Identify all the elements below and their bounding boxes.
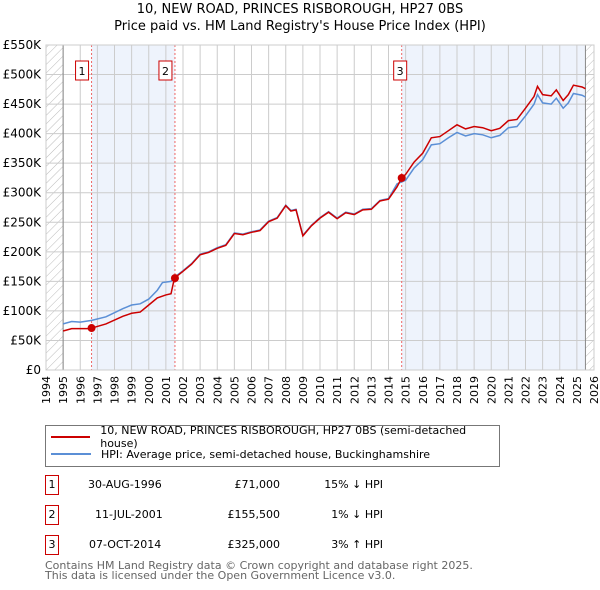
chart-subtitle: Price paid vs. HM Land Registry's House … [114, 19, 486, 34]
x-tick-label: 2025 [571, 376, 584, 404]
x-tick-label: 2002 [177, 376, 190, 404]
x-tick-label: 2006 [246, 376, 259, 404]
x-tick-label: 2003 [194, 376, 207, 404]
x-tick-label: 1996 [74, 376, 87, 404]
ownership-shade [91, 45, 175, 370]
legend-swatch-property [51, 436, 91, 438]
x-tick-label: 2015 [400, 376, 413, 404]
sale-label-box [75, 60, 90, 81]
x-tick-label: 2013 [365, 376, 378, 404]
x-tick-label: 2008 [280, 376, 293, 404]
transaction-row: 3 07-OCT-2014 £325,000 3% ↑ HPI [45, 535, 505, 555]
no-data-hatch [46, 45, 64, 370]
x-tick-label: 2012 [348, 376, 361, 404]
x-tick-label: 2019 [468, 376, 481, 404]
y-tick-label: £200K [3, 245, 43, 259]
x-tick-label: 2018 [451, 376, 464, 404]
x-tick-label: 2001 [160, 376, 173, 404]
sale-point [170, 274, 179, 283]
footer-line-1: Contains HM Land Registry data © Crown c… [45, 559, 473, 572]
x-tick-label: 1999 [126, 376, 139, 404]
ownership-shade [401, 45, 586, 370]
transaction-row: 2 11-JUL-2001 £155,500 1% ↓ HPI [45, 505, 505, 525]
sale-label-box [393, 60, 408, 81]
transaction-date: 07-OCT-2014 [89, 538, 162, 551]
x-tick-label: 2017 [434, 376, 447, 404]
x-tick-label: 2010 [314, 376, 327, 404]
y-tick-label: £400K [3, 127, 43, 141]
transaction-price: £155,500 [227, 508, 281, 521]
y-tick-label: £450K [3, 97, 43, 111]
y-tick-label: £550K [3, 38, 43, 52]
footer-line-2: This data is licensed under the Open Gov… [45, 569, 396, 582]
chart-legend: 10, NEW ROAD, PRINCES RISBOROUGH, HP27 0… [45, 424, 500, 467]
x-tick-label: 2014 [383, 376, 396, 404]
marker-badge: 3 [45, 535, 59, 555]
marker-badge: 2 [45, 505, 59, 525]
transaction-price: £325,000 [227, 538, 281, 551]
x-tick-label: 2022 [520, 376, 533, 404]
x-tick-label: 1995 [57, 376, 70, 404]
sale-point [87, 324, 96, 333]
x-tick-label: 2009 [297, 376, 310, 404]
x-tick-label: 2023 [537, 376, 550, 404]
x-tick-label: 2016 [417, 376, 430, 404]
sale-label: 3 [397, 65, 404, 78]
no-data-hatch [585, 45, 594, 370]
legend-property-label: 10, NEW ROAD, PRINCES RISBOROUGH, HP27 0… [100, 424, 467, 450]
x-tick-label: 2005 [228, 376, 241, 404]
x-tick-label: 1994 [40, 376, 53, 404]
x-tick-label: 2004 [211, 376, 224, 404]
y-tick-label: £100K [3, 304, 43, 318]
legend-hpi-label: HPI: Average price, semi-detached house,… [101, 447, 431, 461]
sale-point [397, 173, 406, 182]
x-tick-label: 2020 [485, 376, 498, 404]
y-tick-label: £500K [3, 68, 43, 82]
x-tick-label: 2000 [143, 376, 156, 404]
footer: Contains HM Land Registry data © Crown c… [45, 559, 473, 582]
transaction-price: £71,000 [234, 478, 281, 491]
transaction-row: 1 30-AUG-1996 £71,000 15% ↓ HPI [45, 475, 505, 495]
price-chart: 1994 1995 1996 1997 1998 1999 2000 2001 2002 2003… [3, 38, 600, 404]
sale-label-box [158, 60, 173, 81]
sale-label: 2 [162, 65, 169, 78]
x-tick-label: 2007 [263, 376, 276, 404]
y-tick-label: £250K [3, 215, 43, 229]
transaction-date: 11-JUL-2001 [95, 508, 163, 521]
x-tick-label: 2026 [588, 376, 600, 404]
transaction-date: 30-AUG-1996 [88, 478, 162, 491]
y-tick-label: £350K [3, 156, 43, 170]
x-tick-label: 1997 [91, 376, 104, 404]
transaction-hpi: 1% ↓ HPI [331, 508, 383, 521]
chart-title: 10, NEW ROAD, PRINCES RISBOROUGH, HP27 0… [136, 2, 464, 17]
y-tick-label: £300K [3, 186, 43, 200]
sale-label: 1 [79, 65, 86, 78]
legend-swatch-hpi [51, 453, 91, 455]
x-tick-label: 1998 [109, 376, 122, 404]
y-tick-label: £150K [3, 274, 43, 288]
transaction-hpi: 3% ↑ HPI [331, 538, 383, 551]
series-line [62, 84, 586, 332]
x-tick-label: 2011 [331, 376, 344, 404]
y-tick-label: £50K [10, 333, 42, 347]
marker-badge: 1 [45, 475, 59, 495]
y-tick-label: £0 [26, 363, 41, 377]
plot-border [45, 44, 595, 371]
x-tick-label: 2021 [502, 376, 515, 404]
transaction-hpi: 15% ↓ HPI [324, 478, 383, 491]
x-tick-label: 2024 [554, 376, 567, 404]
